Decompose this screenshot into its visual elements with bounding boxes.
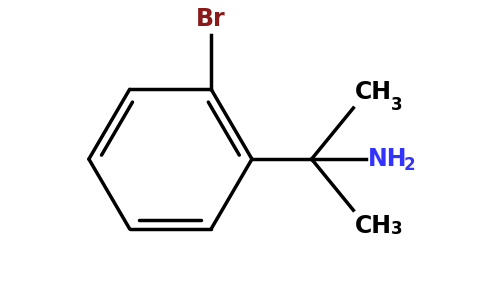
Text: CH: CH (355, 214, 393, 238)
Text: Br: Br (197, 7, 226, 31)
Text: 3: 3 (391, 96, 403, 114)
Text: 3: 3 (391, 220, 403, 238)
Text: NH: NH (368, 147, 408, 171)
Text: CH: CH (355, 80, 393, 104)
Text: 2: 2 (404, 156, 416, 174)
